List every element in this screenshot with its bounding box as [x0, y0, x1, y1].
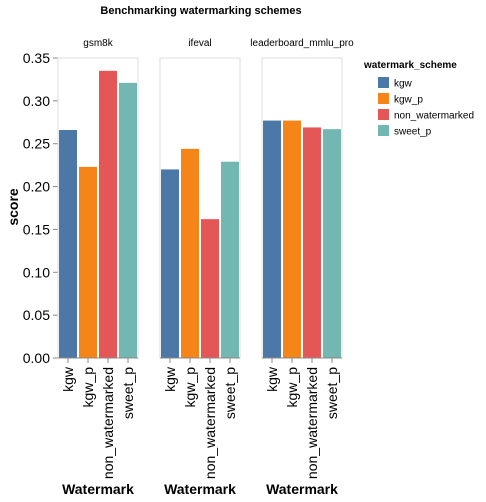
y-tick-label: 0.00: [23, 350, 50, 366]
bar-gsm8k-kgw: [59, 130, 77, 358]
x-axis-title: Watermark: [62, 481, 134, 497]
bar-gsm8k-kgw_p: [79, 166, 97, 358]
x-tick-label: non_watermarked: [202, 367, 218, 479]
legend-swatch-non_watermarked: [378, 109, 389, 120]
bar-gsm8k-sweet_p: [119, 82, 137, 358]
bar-leaderboard_mmlu_pro-kgw_p: [283, 120, 301, 358]
y-axis-title: score: [5, 188, 21, 226]
y-tick-label: 0.20: [23, 179, 50, 195]
legend-entries: kgw kgw_p non_watermarked sweet_p: [378, 77, 474, 138]
bar-leaderboard_mmlu_pro-kgw: [263, 120, 281, 358]
x-tick-label: sweet_p: [120, 367, 136, 419]
legend: watermark_scheme kgw kgw_p non_watermarked…: [363, 60, 474, 138]
y-axis: 0.00 0.05 0.10 0.15 0.20 0.25 0.30 0.35: [23, 50, 59, 366]
y-tick-label: 0.30: [23, 93, 50, 109]
x-tick-label: sweet_p: [222, 367, 238, 419]
x-tick-label: non_watermarked: [100, 367, 116, 479]
y-tick-label: 0.15: [23, 221, 50, 237]
bar-ifeval-kgw_p: [181, 148, 199, 358]
legend-swatch-kgw_p: [378, 93, 389, 104]
facet-gsm8k: gsm8k kgw kgw_p non_watermarked sweet_p Water…: [57, 38, 139, 497]
bar-leaderboard_mmlu_pro-non_watermarked: [303, 127, 321, 358]
legend-label-sweet_p: sweet_p: [394, 127, 432, 138]
facet-title: gsm8k: [83, 38, 113, 49]
legend-label-kgw: kgw: [394, 79, 413, 90]
bar-leaderboard_mmlu_pro-sweet_p: [323, 129, 341, 358]
x-tick-label: kgw_p: [284, 367, 300, 408]
legend-swatch-kgw: [378, 77, 389, 88]
y-tick-label: 0.10: [23, 264, 50, 280]
x-tick-label: kgw_p: [80, 367, 96, 408]
legend-label-kgw_p: kgw_p: [394, 95, 423, 106]
facet-title: ifeval: [188, 38, 211, 49]
facet-title: leaderboard_mmlu_pro: [250, 38, 354, 49]
x-axis-title: Watermark: [266, 481, 338, 497]
chart-title: Benchmarking watermarking schemes: [100, 5, 301, 17]
x-axis-title: Watermark: [164, 481, 236, 497]
bar-ifeval-non_watermarked: [201, 219, 219, 358]
bar-gsm8k-non_watermarked: [99, 70, 117, 358]
y-tick-label: 0.25: [23, 136, 50, 152]
bar-ifeval-kgw: [161, 169, 179, 358]
legend-swatch-sweet_p: [378, 125, 389, 136]
x-tick-label: kgw_p: [182, 367, 198, 408]
y-tick-label: 0.05: [23, 307, 50, 323]
x-tick-label: kgw: [264, 366, 280, 392]
bar-ifeval-sweet_p: [221, 161, 239, 358]
x-tick-label: kgw: [60, 366, 76, 392]
facet-ifeval: ifeval kgw kgw_p non_watermarked sweet_p Wate…: [159, 38, 241, 497]
x-tick-label: non_watermarked: [304, 367, 320, 479]
legend-label-non_watermarked: non_watermarked: [394, 111, 474, 122]
x-tick-label: sweet_p: [324, 367, 340, 419]
legend-title: watermark_scheme: [363, 60, 457, 71]
y-tick-label: 0.35: [23, 50, 50, 66]
x-tick-label: kgw: [162, 366, 178, 392]
